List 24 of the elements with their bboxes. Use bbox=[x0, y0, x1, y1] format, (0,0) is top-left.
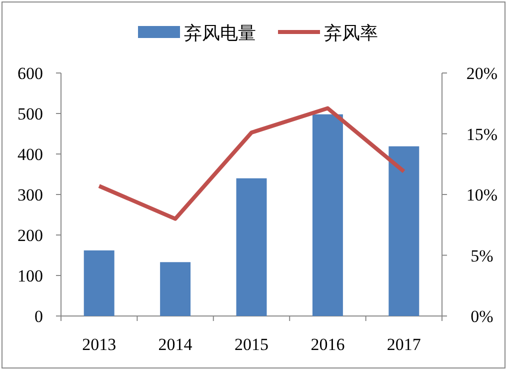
bar bbox=[160, 262, 191, 316]
y-tick-label: 100 bbox=[18, 266, 43, 286]
x-tick-label: 2016 bbox=[310, 335, 345, 354]
legend-label: 弃风率 bbox=[324, 23, 378, 43]
y2-tick-label: 20% bbox=[466, 64, 498, 83]
y-tick-label: 300 bbox=[18, 186, 43, 204]
y-tick-label: 400 bbox=[18, 145, 43, 164]
bar bbox=[388, 146, 420, 316]
bar bbox=[236, 178, 267, 316]
legend-label: 弃风电量 bbox=[184, 23, 256, 43]
y-tick-label: 500 bbox=[18, 104, 43, 124]
y2-tick-label: 10% bbox=[466, 186, 498, 204]
y-tick-label: 200 bbox=[18, 226, 43, 245]
x-tick-label: 2015 bbox=[234, 335, 268, 354]
bar bbox=[84, 250, 114, 316]
y2-tick-label: 15% bbox=[466, 124, 498, 144]
y-tick-label: 600 bbox=[18, 64, 43, 83]
bar bbox=[312, 114, 343, 316]
x-tick-label: 2013 bbox=[82, 335, 116, 354]
x-tick-label: 2014 bbox=[158, 335, 193, 354]
x-tick-label: 2017 bbox=[386, 335, 422, 354]
y2-tick-label: 5% bbox=[470, 246, 494, 266]
y2-tick-label: 0% bbox=[470, 307, 494, 326]
y-tick-label: 0 bbox=[34, 307, 43, 326]
